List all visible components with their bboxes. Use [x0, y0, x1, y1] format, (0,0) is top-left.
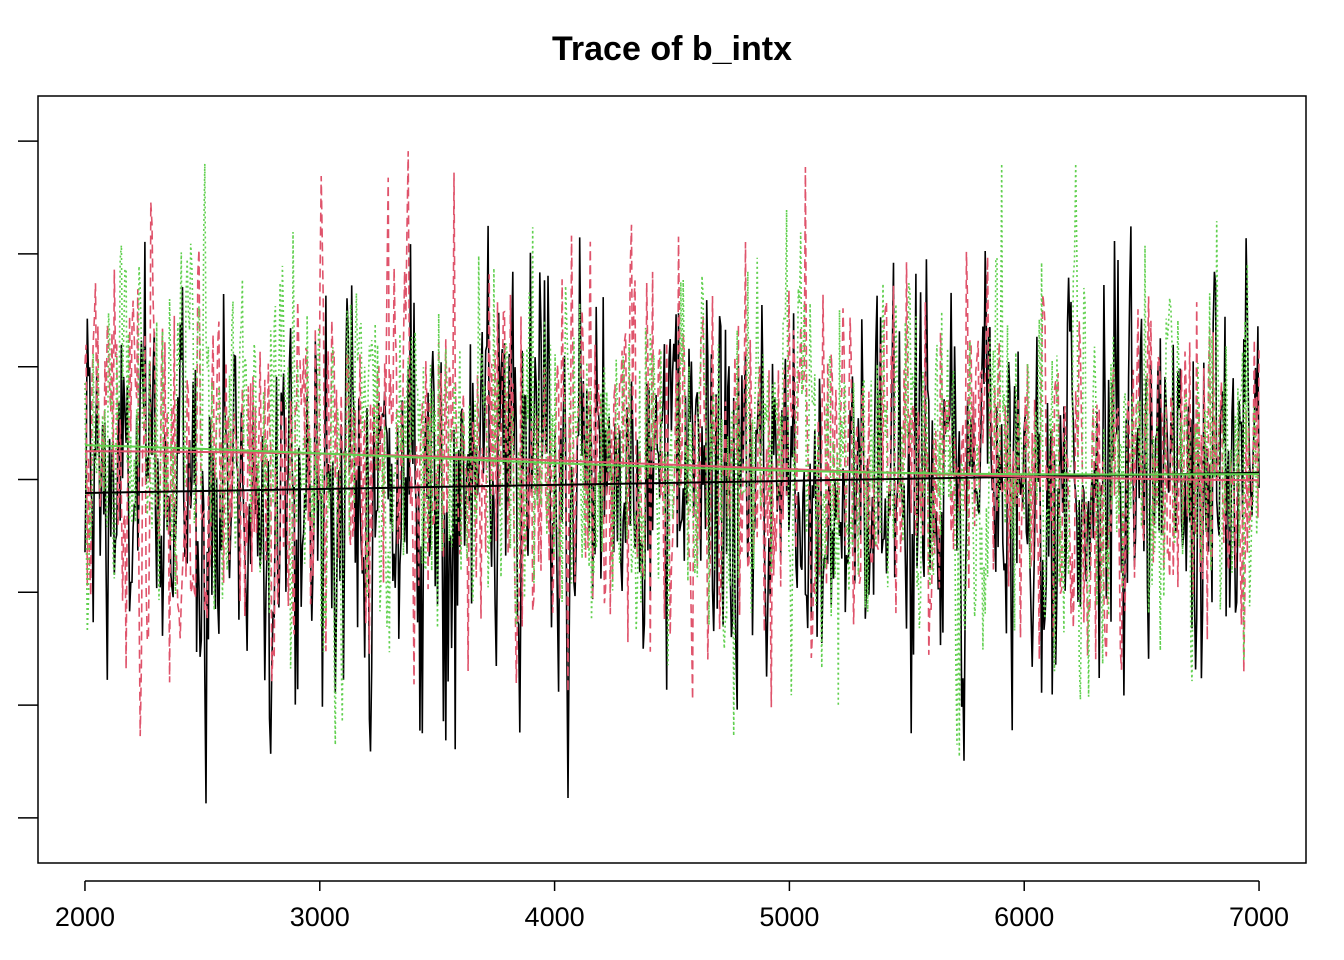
- x-tick-label: 5000: [759, 902, 819, 932]
- chart-title: Trace of b_intx: [552, 30, 792, 68]
- x-tick-label: 7000: [1229, 902, 1289, 932]
- trace-line-chain-1: [84, 225, 1260, 804]
- trace-line-chain-2: [84, 151, 1260, 737]
- smooth-line-chain-1: [84, 471, 1260, 494]
- x-tick-label: 2000: [55, 902, 115, 932]
- smooth-line-chain-2: [84, 450, 1260, 482]
- x-tick-label: 3000: [290, 902, 350, 932]
- x-tick-label: 4000: [525, 902, 585, 932]
- smooth-line-chain-3: [84, 444, 1260, 476]
- trace-line-chain-3: [84, 163, 1260, 757]
- x-tick-label: 6000: [994, 902, 1054, 932]
- smooth-layer: [84, 444, 1260, 494]
- series-layer: [84, 151, 1260, 804]
- axes-layer: 2000 3000 4000 5000 6000 7000: [18, 140, 1289, 932]
